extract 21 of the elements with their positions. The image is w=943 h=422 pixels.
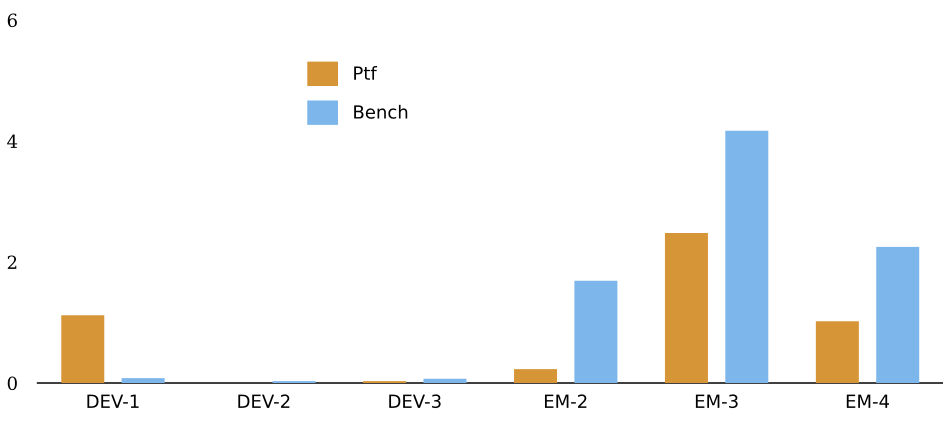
y-tick-label: 2 [8, 255, 16, 269]
y-tick-label: 0 [8, 376, 17, 390]
x-tick-label: EM-3 [696, 394, 738, 408]
legend-label: Bench [354, 104, 408, 119]
bar [876, 246, 920, 383]
bar [574, 280, 618, 383]
bar [61, 315, 104, 383]
bar [423, 378, 466, 383]
x-tick-label: DEV-3 [389, 394, 441, 408]
bar [816, 321, 859, 383]
bar [664, 232, 708, 383]
y-tick-label: 6 [8, 13, 17, 28]
x-tick-label: DEV-1 [87, 394, 139, 408]
x-tick-label: EM-4 [846, 394, 890, 408]
bar [122, 378, 165, 383]
bar [514, 369, 558, 383]
x-tick-label: DEV-2 [238, 394, 290, 408]
bar [725, 130, 768, 383]
x-tick-label: EM-2 [544, 394, 586, 408]
y-tick-label: 4 [7, 134, 18, 148]
legend-label: Ptf [354, 66, 378, 80]
